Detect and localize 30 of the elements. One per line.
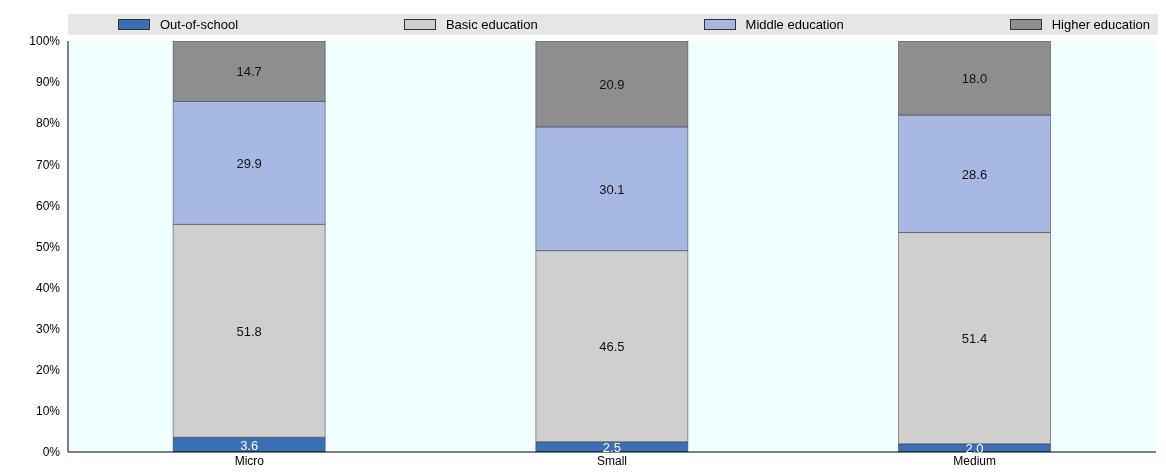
legend-label: Out-of-school	[159, 17, 239, 32]
y-tick-label: 60%	[35, 198, 61, 213]
x-tick-label: Medium	[953, 453, 997, 468]
data-label: 3.6	[240, 437, 259, 453]
data-label: 28.6	[961, 166, 988, 182]
x-tick-label: Small	[596, 453, 628, 468]
y-tick-label: 80%	[35, 116, 61, 131]
data-label: 20.9	[599, 76, 625, 92]
data-label: 30.1	[599, 181, 625, 197]
legend-label: Basic education	[444, 17, 538, 32]
y-tick-label: 100%	[29, 34, 61, 49]
y-tick-label: 30%	[35, 321, 61, 336]
data-label: 51.8	[236, 323, 262, 339]
data-label: 14.7	[236, 64, 262, 80]
y-tick-label: 90%	[35, 75, 61, 90]
data-label: 2.0	[965, 440, 984, 456]
y-tick-label: 20%	[35, 363, 61, 378]
data-label: 18.0	[961, 70, 988, 86]
y-tick-label: 10%	[35, 404, 61, 419]
y-tick-label: 0%	[42, 445, 61, 460]
legend-label: Middle education	[744, 17, 844, 32]
x-tick-label: Micro	[234, 453, 265, 468]
data-label: 51.4	[961, 331, 988, 347]
data-label: 29.9	[236, 155, 262, 171]
legend-label: Higher education	[1050, 17, 1150, 32]
y-tick-label: 50%	[35, 239, 61, 254]
data-label: 2.5	[602, 439, 621, 455]
data-label: 46.5	[599, 339, 625, 355]
y-tick-label: 70%	[35, 157, 61, 172]
y-tick-label: 40%	[35, 280, 61, 295]
